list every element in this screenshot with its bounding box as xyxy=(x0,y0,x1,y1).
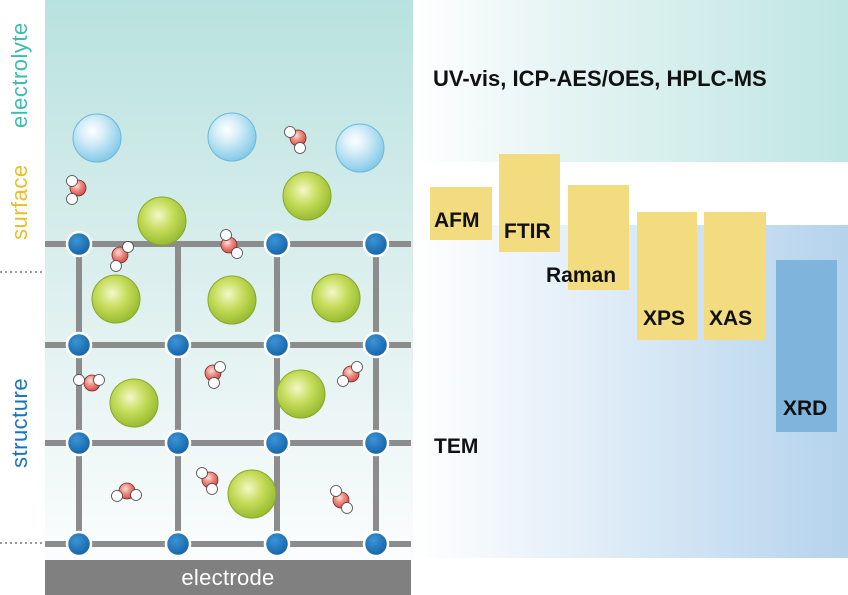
lattice-node xyxy=(263,530,291,558)
water-molecule xyxy=(337,361,363,387)
lattice-ion xyxy=(91,274,141,324)
raman-box xyxy=(568,185,629,290)
technique-boxes xyxy=(430,154,837,432)
lattice-ion xyxy=(276,369,326,419)
ftir-label: FTIR xyxy=(504,220,551,243)
lattice-node xyxy=(362,530,390,558)
water-molecule xyxy=(73,374,105,392)
electrolyte-ion xyxy=(207,112,257,162)
lattice-ion xyxy=(137,196,187,246)
lattice-node xyxy=(65,429,93,457)
xas-box xyxy=(704,212,766,340)
lattice-node xyxy=(164,429,192,457)
structure-band xyxy=(413,225,848,558)
lattice-ions xyxy=(91,171,361,519)
electrode-bar xyxy=(45,560,411,595)
lattice-ion xyxy=(311,273,361,323)
electrolyte-ions xyxy=(72,112,385,173)
xrd-label: XRD xyxy=(783,397,828,420)
afm-label: AFM xyxy=(434,209,480,232)
structure-label: structure xyxy=(7,377,32,468)
ftir-box xyxy=(499,154,560,252)
electrolyte-band xyxy=(413,0,848,162)
xas-label: XAS xyxy=(709,307,753,330)
electrolyte-techniques-label: UV-vis, ICP-AES/OES, HPLC-MS xyxy=(433,66,767,91)
electrolyte-label: electrolyte xyxy=(7,22,32,128)
lattice-node xyxy=(362,331,390,359)
lattice-node xyxy=(362,429,390,457)
electrolyte-ion xyxy=(72,113,122,163)
tem-label: TEM xyxy=(434,435,479,458)
water-molecule xyxy=(204,361,226,389)
lattice-ion xyxy=(282,171,332,221)
lattice-nodes xyxy=(65,230,390,558)
lattice-node xyxy=(164,331,192,359)
lattice-node xyxy=(263,429,291,457)
electrode-label: electrode xyxy=(181,564,275,590)
lattice-node xyxy=(362,230,390,258)
surface-label: surface xyxy=(7,164,32,240)
lattice-node xyxy=(65,230,93,258)
xps-label: XPS xyxy=(643,307,686,330)
lattice-node xyxy=(164,530,192,558)
electrolyte-ion xyxy=(335,123,385,173)
afm-box xyxy=(430,187,492,240)
lattice-node xyxy=(263,230,291,258)
water-molecule xyxy=(66,175,87,205)
water-molecule xyxy=(110,241,134,272)
water-molecule xyxy=(111,482,142,502)
lattice-node xyxy=(65,530,93,558)
xps-box xyxy=(637,212,697,340)
lattice-node xyxy=(65,331,93,359)
xrd-box xyxy=(776,260,837,432)
water-molecule xyxy=(220,229,243,259)
water-molecules xyxy=(66,126,363,514)
water-molecule xyxy=(196,467,219,495)
water-molecule xyxy=(284,126,307,154)
lattice-ion xyxy=(227,469,277,519)
water-molecule xyxy=(330,485,353,514)
lattice-ion xyxy=(207,275,257,325)
lattice-node xyxy=(263,331,291,359)
lattice-ion xyxy=(109,378,159,428)
raman-label: Raman xyxy=(546,264,617,287)
